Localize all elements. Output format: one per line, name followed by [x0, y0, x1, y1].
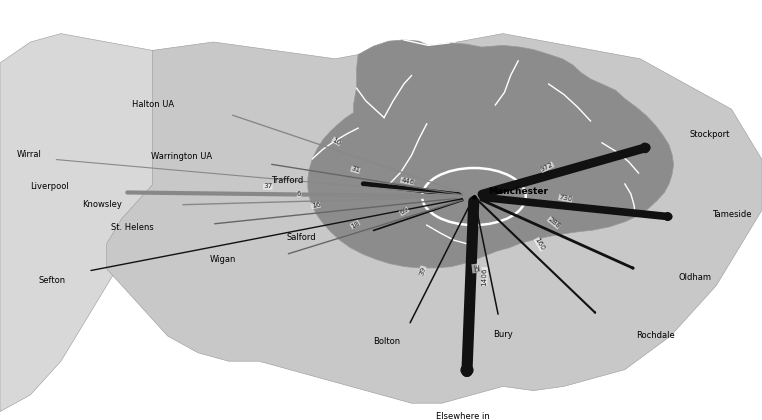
Text: Rochdale: Rochdale	[636, 331, 675, 341]
Text: 160: 160	[533, 237, 546, 252]
Text: Warrington UA: Warrington UA	[151, 152, 212, 161]
Text: 288: 288	[546, 216, 562, 229]
Text: 972: 972	[539, 161, 555, 173]
Text: 31: 31	[350, 165, 360, 174]
Text: 37: 37	[263, 184, 273, 190]
Text: 1406: 1406	[482, 267, 488, 286]
Text: 446: 446	[400, 177, 415, 186]
Text: Sefton: Sefton	[38, 276, 66, 285]
Text: 39: 39	[418, 265, 427, 276]
Polygon shape	[107, 34, 762, 403]
Text: Salford: Salford	[287, 233, 316, 242]
Text: Manchester: Manchester	[488, 187, 548, 196]
Text: 69: 69	[399, 206, 409, 216]
Text: 10: 10	[331, 136, 342, 146]
Text: Stockport: Stockport	[690, 130, 730, 139]
Text: Liverpool: Liverpool	[30, 182, 69, 192]
Text: Wigan: Wigan	[210, 255, 236, 264]
Text: 18: 18	[350, 220, 360, 229]
Text: Bolton: Bolton	[373, 338, 401, 346]
Text: 730: 730	[558, 194, 573, 202]
Text: Oldham: Oldham	[678, 273, 711, 282]
Polygon shape	[0, 34, 427, 412]
Text: Knowsley: Knowsley	[82, 200, 122, 210]
Text: Tameside: Tameside	[712, 210, 752, 219]
Text: 16: 16	[311, 202, 321, 209]
Text: Bury: Bury	[493, 331, 513, 339]
Text: Halton UA: Halton UA	[132, 100, 174, 109]
Text: Wirral: Wirral	[17, 150, 42, 159]
Polygon shape	[308, 40, 674, 268]
Text: Elsewhere in
North West: Elsewhere in North West	[437, 412, 490, 420]
Text: 35: 35	[472, 264, 479, 273]
Text: 6: 6	[296, 191, 302, 197]
Text: St. Helens: St. Helens	[111, 223, 154, 232]
Text: Trafford: Trafford	[271, 176, 303, 185]
